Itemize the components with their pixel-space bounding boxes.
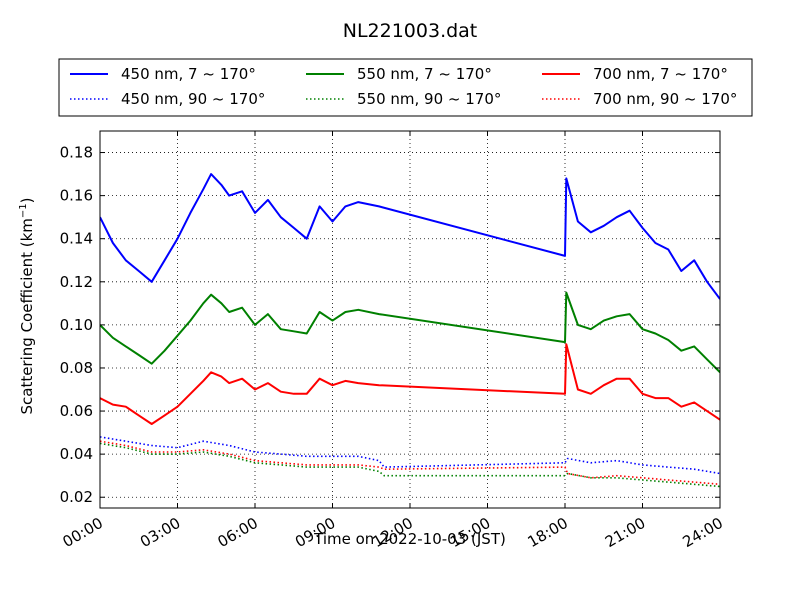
legend-box: [58, 58, 753, 117]
legend-label: 700 nm, 7 ~ 170°: [593, 65, 728, 83]
series-layer: [100, 173, 720, 488]
y-tick-label: 0.08: [60, 359, 93, 377]
x-axis-label: Time on 2022-10-03 (JST): [313, 530, 506, 548]
chart-title: NL221003.dat: [343, 20, 478, 42]
legend: 450 nm, 7 ~ 170° 550 nm, 7 ~ 170° 700 nm, …: [58, 58, 753, 117]
series-line: [100, 173, 720, 300]
y-tick-label: 0.06: [60, 402, 93, 420]
legend-label: 550 nm, 7 ~ 170°: [357, 65, 492, 83]
y-axis-label-main: Scattering Coefficient (km: [18, 218, 36, 414]
series-line: [100, 436, 720, 475]
y-tick-label: 0.16: [60, 187, 93, 205]
y-tick-label: 0.04: [60, 445, 93, 463]
tick-layer: [99, 131, 721, 508]
legend-label: 550 nm, 90 ~ 170°: [357, 90, 501, 108]
legend-label: 700 nm, 90 ~ 170°: [593, 90, 737, 108]
y-tick-label: 0.12: [60, 273, 93, 291]
y-tick-label: 0.14: [60, 230, 93, 248]
y-tick-label: 0.18: [60, 144, 93, 162]
y-axis-label: Scattering Coefficient (km−1): [18, 197, 36, 414]
y-axis-label-end: ): [18, 197, 36, 203]
y-tick-labels: 0.02 0.04 0.06 0.08 0.10 0.12 0.14 0.16 0.18: [60, 144, 93, 507]
y-tick-label: 0.02: [60, 488, 93, 506]
series-line: [100, 440, 720, 486]
series-line: [100, 343, 720, 425]
legend-label: 450 nm, 90 ~ 170°: [121, 90, 265, 108]
legend-label: 450 nm, 7 ~ 170°: [121, 65, 256, 83]
y-tick-label: 0.10: [60, 316, 93, 334]
series-line: [100, 442, 720, 488]
series-line: [100, 291, 720, 374]
y-axis-label-superscript: −1: [18, 203, 29, 218]
